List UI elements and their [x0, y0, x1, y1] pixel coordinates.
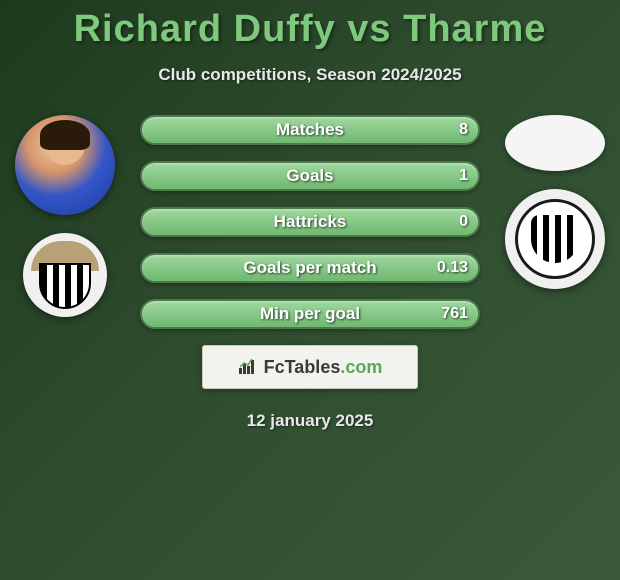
- brand-name: FcTables: [264, 357, 341, 377]
- player-avatar-right: [505, 115, 605, 171]
- brand-suffix: .com: [340, 357, 382, 377]
- stat-value-right: 761: [441, 305, 468, 323]
- brand-text: FcTables.com: [264, 357, 383, 378]
- player-avatar-left: [15, 115, 115, 215]
- stat-label: Goals per match: [243, 258, 376, 278]
- club-badge-right: [505, 189, 605, 289]
- stat-label: Goals: [286, 166, 333, 186]
- stat-label: Min per goal: [260, 304, 360, 324]
- brand-badge[interactable]: FcTables.com: [202, 345, 418, 389]
- stat-row: Hattricks 0: [140, 207, 480, 237]
- bar-chart-icon: [238, 358, 258, 376]
- stat-row: Matches 8: [140, 115, 480, 145]
- left-column: [10, 115, 120, 317]
- page-title: Richard Duffy vs Tharme: [0, 0, 620, 51]
- stat-row: Min per goal 761: [140, 299, 480, 329]
- stat-value-right: 0: [459, 213, 468, 231]
- subtitle: Club competitions, Season 2024/2025: [0, 65, 620, 85]
- right-column: [500, 115, 610, 289]
- stat-row: Goals per match 0.13: [140, 253, 480, 283]
- comparison-body: Matches 8 Goals 1 Hattricks 0 Goals per …: [0, 115, 620, 329]
- stat-value-right: 0.13: [437, 259, 468, 277]
- club-badge-left: [23, 233, 107, 317]
- stat-row: Goals 1: [140, 161, 480, 191]
- stat-label: Matches: [276, 120, 344, 140]
- date-label: 12 january 2025: [0, 411, 620, 431]
- stats-list: Matches 8 Goals 1 Hattricks 0 Goals per …: [140, 115, 480, 329]
- stat-value-right: 8: [459, 121, 468, 139]
- stat-value-right: 1: [459, 167, 468, 185]
- stat-label: Hattricks: [274, 212, 347, 232]
